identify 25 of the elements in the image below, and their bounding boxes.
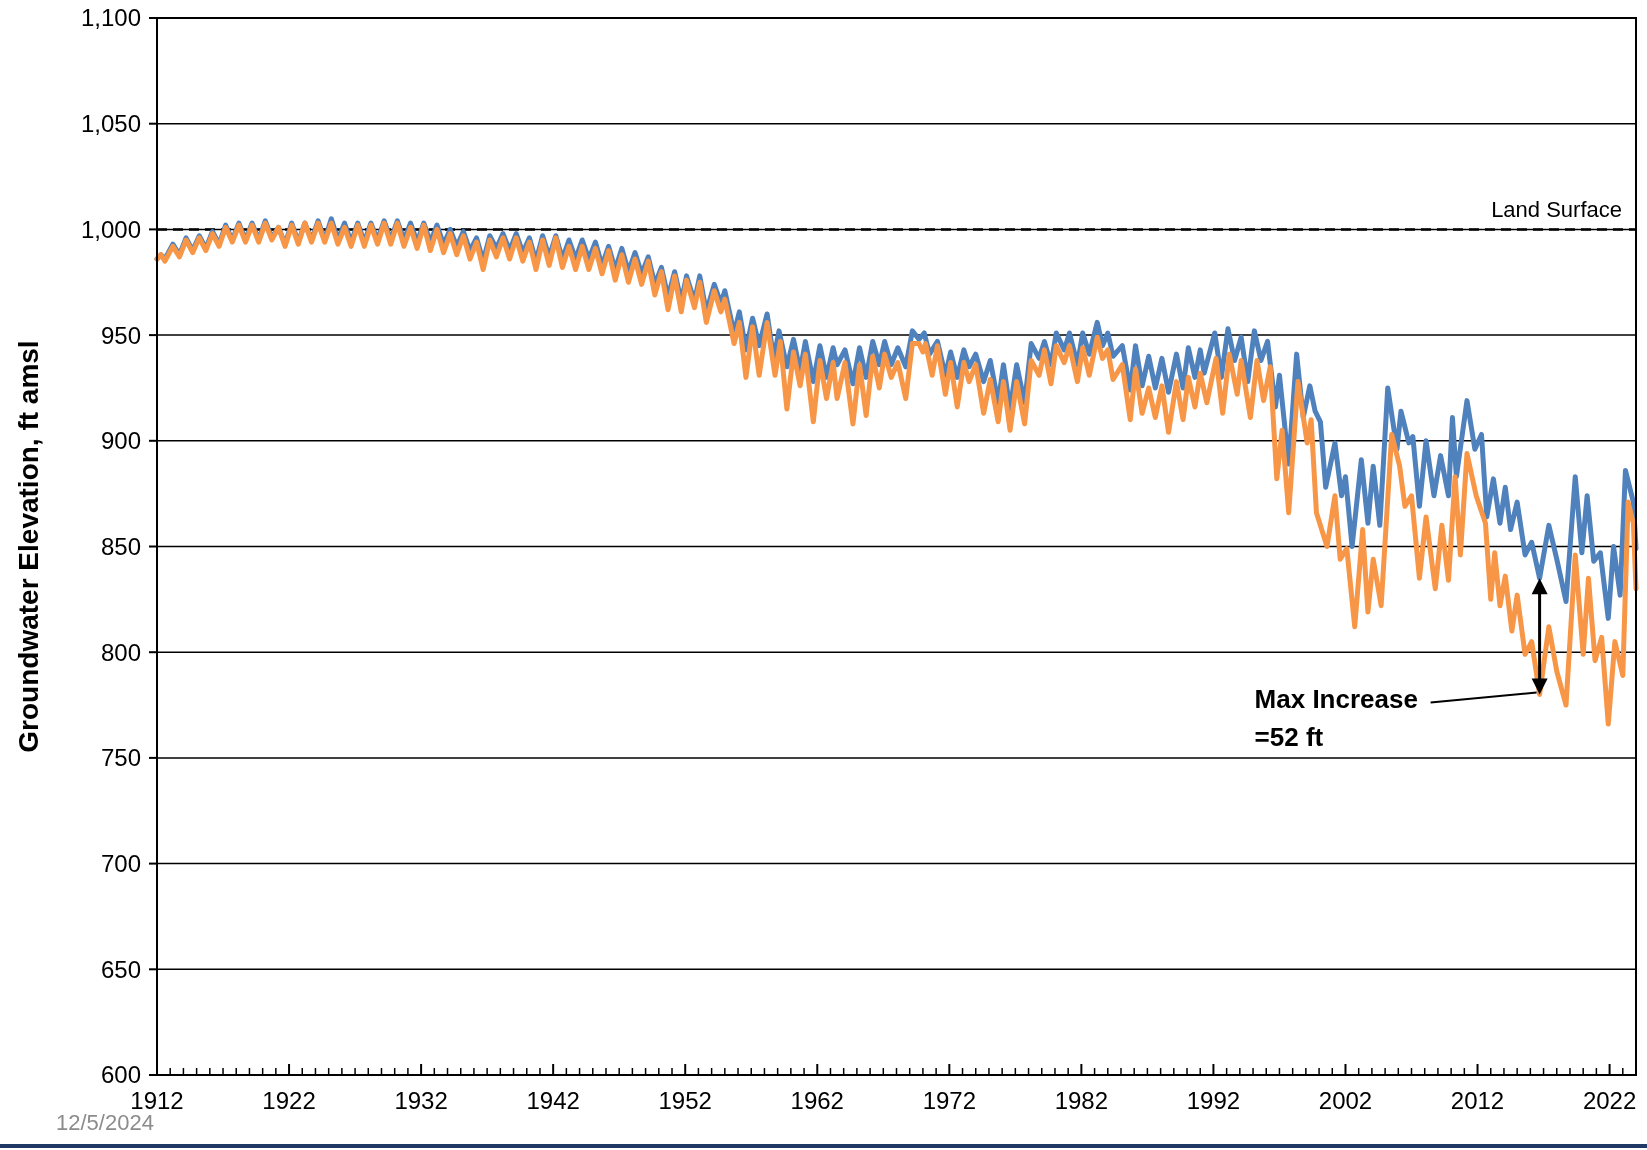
x-tick-label: 1972 [922,1087,977,1114]
y-axis-title: Groundwater Elevation, ft amsl [13,340,44,753]
y-tick-label: 800 [100,638,141,666]
x-tick-label: 2002 [1318,1087,1373,1114]
x-tick-label: 2012 [1450,1087,1505,1114]
x-tick-label: 1922 [262,1087,316,1114]
x-tick-label: 1952 [658,1087,712,1114]
y-tick-label: 850 [100,532,141,560]
y-tick-label: 750 [100,744,141,772]
y-tick-label: 700 [100,850,141,877]
y-tick-label: 1,000 [80,215,141,243]
y-tick-label: 600 [100,1061,141,1089]
ref-line-label: Land Surface [1491,197,1622,223]
x-tick-label: 1942 [526,1087,580,1114]
x-tick-label: 2022 [1582,1087,1637,1114]
x-tick-label: 1992 [1186,1087,1241,1114]
x-tick-label: 1932 [394,1087,448,1114]
y-tick-label: 1,050 [80,110,141,138]
y-tick-label: 650 [100,955,141,983]
y-tick-label: 1,100 [80,4,141,32]
x-tick-label: 1962 [790,1087,844,1114]
y-tick-label: 900 [100,427,141,455]
y-tick-label: 950 [100,321,141,349]
x-tick-label: 1982 [1054,1087,1109,1114]
annotation: Max Increase =52 ft [1254,684,1418,753]
